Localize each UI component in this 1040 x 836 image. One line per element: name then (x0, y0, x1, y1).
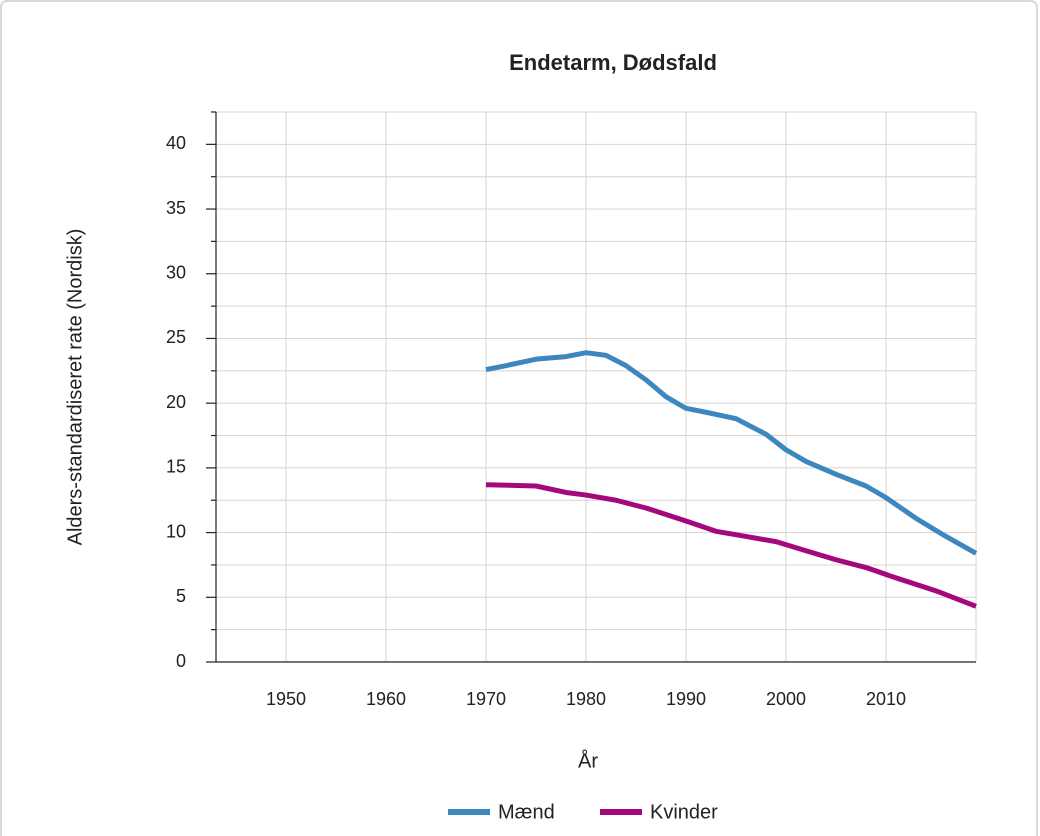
y-tick-label: 30 (166, 263, 186, 283)
y-tick-label: 10 (166, 521, 186, 541)
line (485, 350, 978, 556)
chart-title: Endetarm, Dødsfald (509, 50, 717, 75)
legend-label: Mænd (498, 801, 555, 823)
x-tick-label: 1980 (566, 689, 606, 709)
x-tick-label: 1950 (266, 689, 306, 709)
y-axis-label: Alders-standardiseret rate (Nordisk) (64, 229, 86, 546)
x-tick-label: 1970 (466, 689, 506, 709)
x-tick-label: 1960 (366, 689, 406, 709)
x-tick-label: 1990 (666, 689, 706, 709)
y-tick-label: 15 (166, 457, 186, 477)
y-tick-label: 35 (166, 198, 186, 218)
legend-swatch (600, 809, 642, 815)
legend-swatch (448, 809, 490, 815)
y-tick-label: 5 (176, 586, 186, 606)
legend-label: Kvinder (650, 801, 718, 823)
x-tick-label: 2000 (766, 689, 806, 709)
y-tick-label: 25 (166, 327, 186, 347)
y-tick-label: 40 (166, 133, 186, 153)
line (485, 482, 977, 609)
y-tick-label: 0 (176, 651, 186, 671)
y-tick-label: 20 (166, 392, 186, 412)
x-tick-label: 2010 (866, 689, 906, 709)
x-axis-label: År (578, 749, 598, 772)
